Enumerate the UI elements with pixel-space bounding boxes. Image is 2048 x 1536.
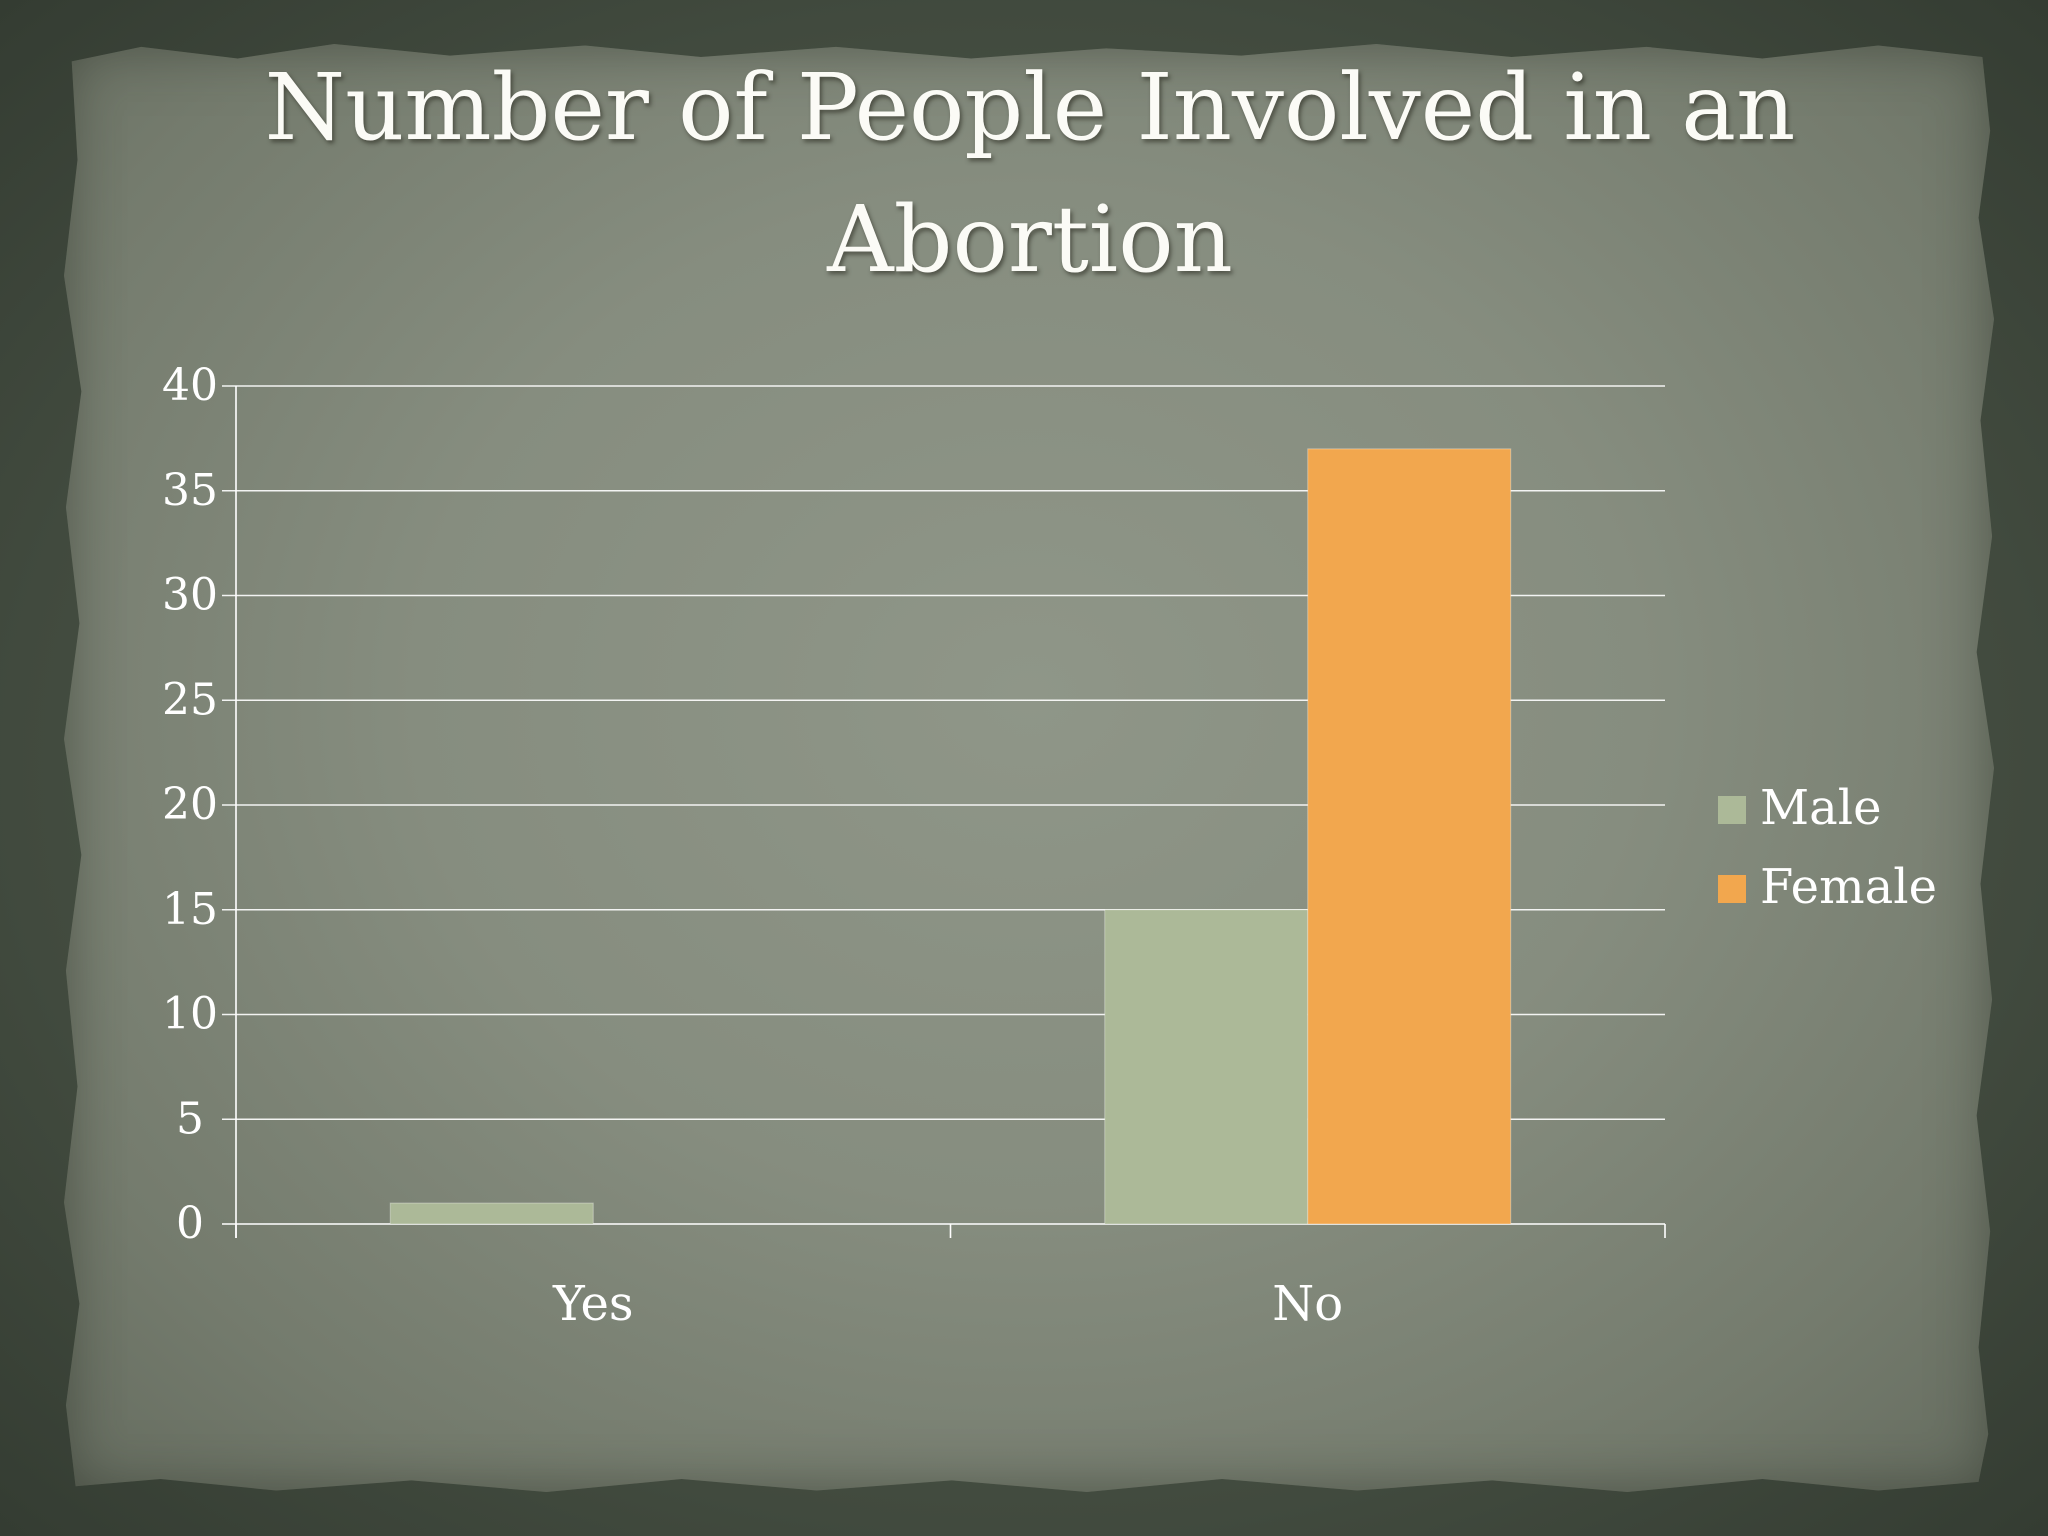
bar-male-no — [1104, 909, 1309, 1225]
y-tick-label: 15 — [162, 884, 218, 935]
y-tick-label: 40 — [162, 360, 218, 411]
y-tick-label: 10 — [162, 989, 218, 1040]
y-tick-label: 30 — [162, 570, 218, 621]
x-category-label: No — [1272, 1276, 1343, 1332]
y-tick-label: 35 — [162, 465, 218, 516]
legend-swatch-female — [1718, 875, 1746, 903]
legend-swatch-male — [1718, 796, 1746, 824]
legend-label-male: Male — [1760, 780, 1882, 836]
x-category-label: Yes — [552, 1276, 634, 1332]
y-tick-label: 0 — [176, 1198, 204, 1249]
axes: 0 5 10 15 20 25 30 35 40 Yes No — [162, 360, 1666, 1332]
y-tick-label: 5 — [176, 1093, 204, 1144]
legend: Male Female — [1718, 780, 1937, 915]
legend-label-female: Female — [1760, 859, 1937, 915]
bar-female-no — [1307, 448, 1512, 1225]
chart-title: Number of People Involved in an Abortion — [264, 54, 1796, 293]
paper-background — [64, 44, 1994, 1492]
y-tick-label: 25 — [162, 674, 218, 725]
bar-male-yes — [389, 1202, 594, 1225]
bars — [389, 448, 1512, 1225]
y-tick-label: 20 — [162, 779, 218, 830]
